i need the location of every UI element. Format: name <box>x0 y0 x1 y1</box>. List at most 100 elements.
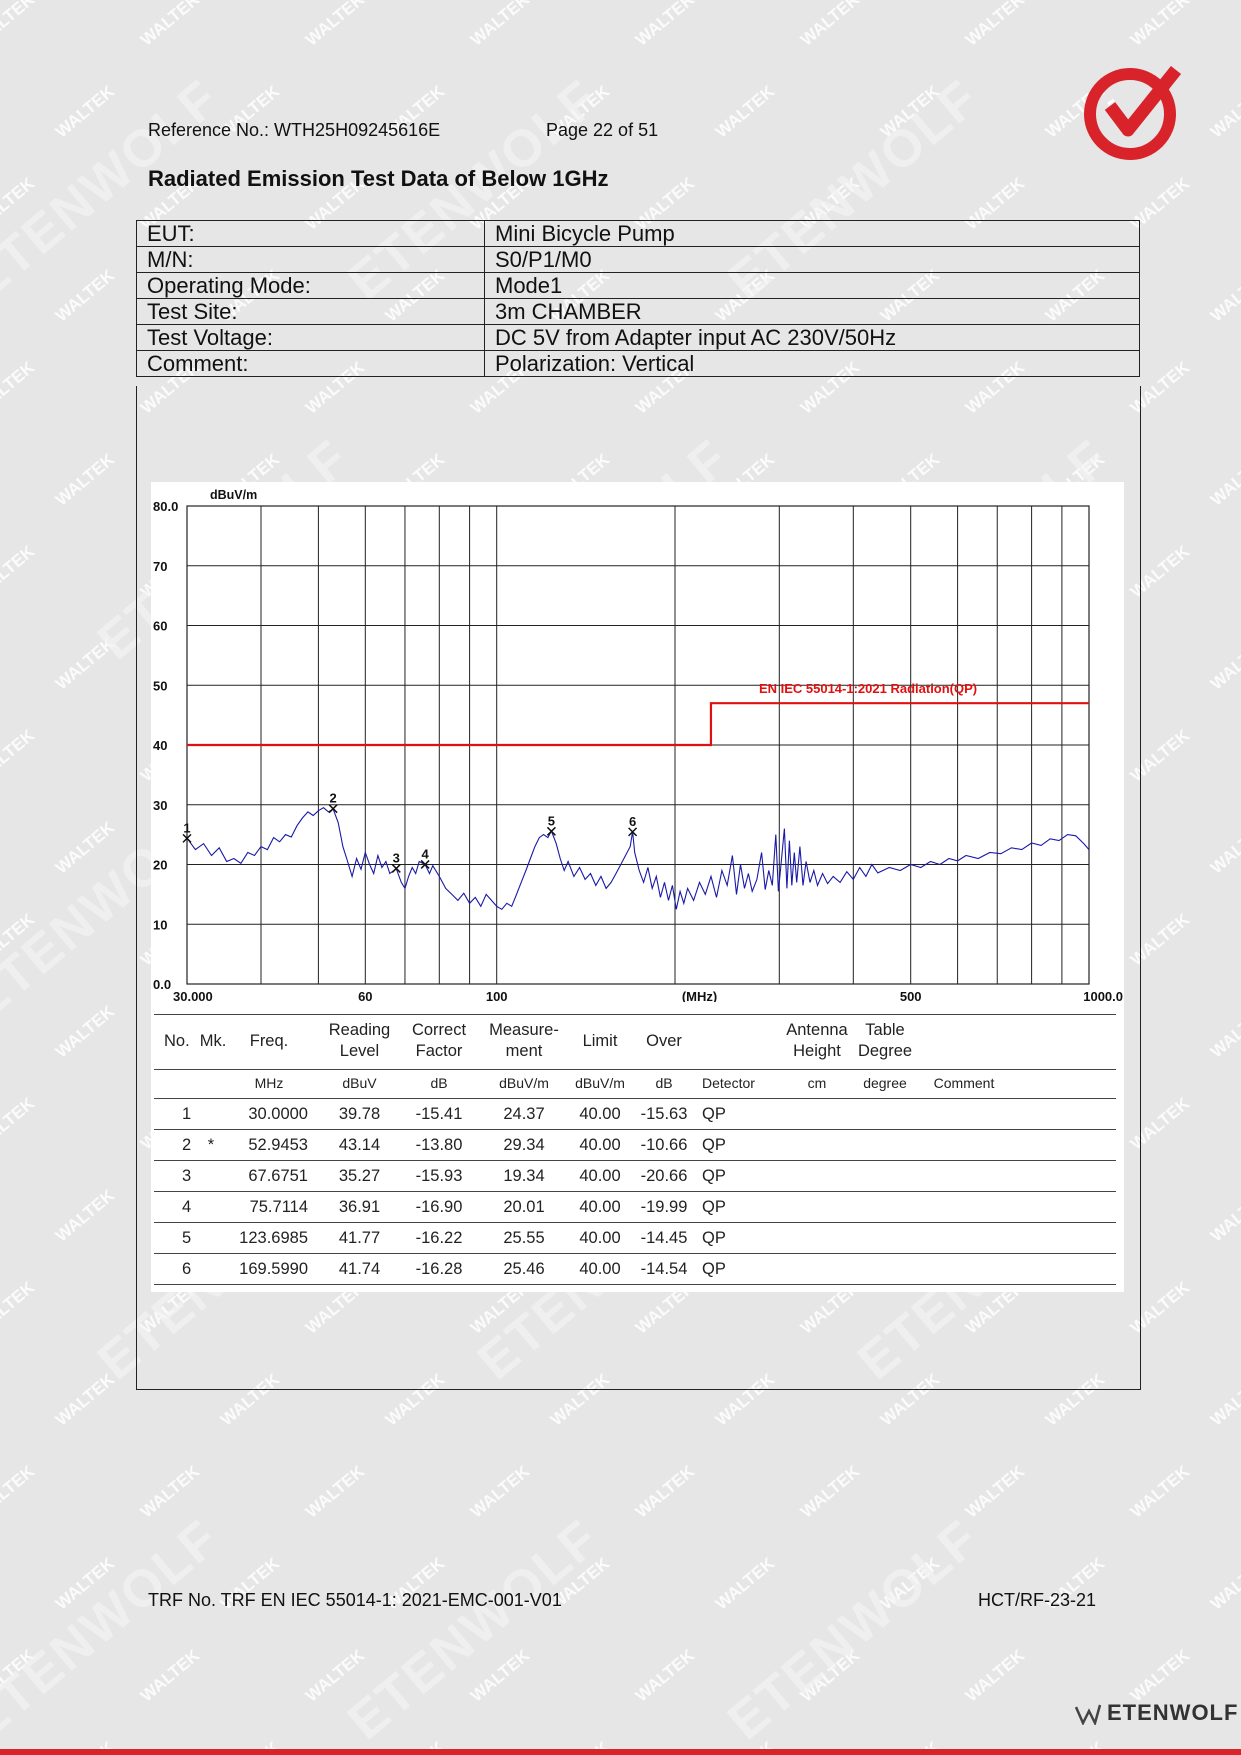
column-unit: dBuV/m <box>499 1075 549 1091</box>
table-row: 3 67.6751 35.27 -15.93 19.34 40.00 -20.66 QP <box>154 1161 1116 1192</box>
column-header-line: ment <box>505 1042 543 1060</box>
column-header-line: Measure- <box>489 1021 559 1039</box>
watermark-text: WALTEK <box>1206 1553 1241 1614</box>
column-header-line: Mk. <box>199 1032 227 1050</box>
watermark-text: WALTEK <box>0 1461 39 1522</box>
table-cell: 6 <box>182 1260 192 1278</box>
table-cell: 3 <box>182 1167 192 1185</box>
watermark-text: WALTEK <box>0 1645 39 1706</box>
info-value: Mode1 <box>484 272 1140 299</box>
watermark-text: WALTEK <box>631 1645 699 1706</box>
watermark-text: WALTEK <box>961 1461 1029 1522</box>
table-header: No. Mk. Freq. Reading Level Correct Factor Meas… <box>154 1014 1116 1070</box>
watermark-text: WALTEK <box>51 1553 119 1614</box>
column-header: Mk. <box>199 1031 227 1052</box>
watermark-logo-text: ETENWOLF <box>337 1508 611 1752</box>
watermark-text: WALTEK <box>1206 633 1241 694</box>
table-cell: 29.34 <box>503 1136 545 1154</box>
info-row: Test Voltage: DC 5V from Adapter input AC… <box>136 324 1140 351</box>
column-header-line: Height <box>793 1042 841 1060</box>
y-unit-label: dBuV/m <box>210 488 257 502</box>
table-cell: 40.00 <box>579 1105 621 1123</box>
x-tick-label: 60 <box>358 989 372 1002</box>
column-header-line: Freq. <box>249 1032 289 1050</box>
marker-3 <box>391 863 401 873</box>
info-value: DC 5V from Adapter input AC 230V/50Hz <box>484 324 1140 351</box>
watermark-text: WALTEK <box>51 1369 119 1430</box>
watermark-text: WALTEK <box>0 909 39 970</box>
column-unit: dB <box>430 1075 448 1091</box>
page-title: Radiated Emission Test Data of Below 1GH… <box>148 166 609 191</box>
watermark-text: WALTEK <box>1126 1645 1194 1706</box>
table-cell: 40.00 <box>579 1198 621 1216</box>
info-value: S0/P1/M0 <box>484 246 1140 273</box>
table-cell: 43.14 <box>338 1136 381 1154</box>
watermark-text: WALTEK <box>466 0 534 50</box>
column-unit: Comment <box>933 1075 995 1091</box>
column-unit: dBuV/m <box>575 1075 625 1091</box>
info-value: Mini Bicycle Pump <box>484 220 1140 247</box>
watermark-text: WALTEK <box>0 357 39 418</box>
y-tick-label: 60 <box>153 619 167 634</box>
watermark-text: WALTEK <box>0 725 39 786</box>
trf-number: TRF No. TRF EN IEC 55014-1: 2021-EMC-001… <box>148 1590 562 1610</box>
info-value: 3m CHAMBER <box>484 298 1140 325</box>
table-cell: 2 <box>182 1136 192 1154</box>
table-cell: 40.00 <box>579 1136 621 1154</box>
info-row: EUT: Mini Bicycle Pump <box>136 220 1140 247</box>
column-unit: dBuV <box>342 1075 377 1091</box>
info-value: Polarization: Vertical <box>484 350 1140 377</box>
watermark-text: WALTEK <box>796 1461 864 1522</box>
table-cell: -20.66 <box>640 1167 688 1185</box>
column-unit: Detector <box>702 1075 755 1091</box>
info-label: M/N: <box>136 246 485 273</box>
watermark-text: WALTEK <box>0 0 39 50</box>
watermark-text: WALTEK <box>301 1461 369 1522</box>
x-tick-label: 100 <box>486 989 508 1002</box>
table-units-row: MHz dBuV dB dBuV/m dBuV/m dB Detector cm degree C… <box>154 1070 1116 1099</box>
table-cell: QP <box>702 1198 726 1216</box>
watermark-text: WALTEK <box>301 1645 369 1706</box>
company-logo-icon <box>1084 65 1182 160</box>
column-unit: dB <box>655 1075 673 1091</box>
table-cell: QP <box>702 1229 726 1247</box>
marker-6 <box>628 827 638 837</box>
table-cell: QP <box>702 1167 726 1185</box>
table-cell: 4 <box>182 1198 192 1216</box>
watermark-text: WALTEK <box>1206 449 1241 510</box>
column-header: Antenna Height <box>782 1020 852 1062</box>
watermark-text: WALTEK <box>466 1461 534 1522</box>
watermark-text: WALTEK <box>136 1461 204 1522</box>
watermark-text: WALTEK <box>301 0 369 50</box>
column-header: Table Degree <box>854 1020 916 1062</box>
chart-container: 80.0 70 60 50 40 30 20 10 0.0 30.000 60 100 (MHz) 500… <box>151 482 1124 1292</box>
table-cell: 19.34 <box>503 1167 545 1185</box>
table-cell: -10.66 <box>640 1136 688 1154</box>
watermark-text: WALTEK <box>51 1185 119 1246</box>
table-cell: -16.22 <box>415 1229 463 1247</box>
table-cell: 25.46 <box>503 1260 545 1278</box>
watermark-text: WALTEK <box>961 1645 1029 1706</box>
table-row: 5 123.6985 41.77 -16.22 25.55 40.00 -14.45 QP <box>154 1223 1116 1254</box>
table-cell: 67.6751 <box>248 1167 308 1185</box>
column-unit: MHz <box>254 1075 284 1091</box>
watermark-text: WALTEK <box>51 265 119 326</box>
watermark-text: WALTEK <box>1206 1185 1241 1246</box>
watermark-text: WALTEK <box>631 1461 699 1522</box>
column-header-line: Correct <box>411 1021 467 1039</box>
table-cell: 1 <box>182 1105 192 1123</box>
marker-label: 3 <box>393 850 400 865</box>
table-cell: 52.9453 <box>248 1136 308 1154</box>
table-cell: -15.93 <box>415 1167 463 1185</box>
table-cell: -15.41 <box>415 1105 463 1123</box>
column-header-line: Level <box>339 1042 380 1060</box>
brand-name: ETENWOLF <box>1107 1700 1239 1725</box>
table-cell: 24.37 <box>503 1105 545 1123</box>
x-tick-label: (MHz) <box>682 989 717 1002</box>
table-row: 6 169.5990 41.74 -16.28 25.46 40.00 -14.54 QP <box>154 1254 1116 1285</box>
watermark-logo-text: ETENWOLF <box>717 1508 991 1752</box>
watermark-text: WALTEK <box>961 0 1029 50</box>
column-header-line: Over <box>646 1032 682 1050</box>
table-cell: 35.27 <box>338 1167 381 1185</box>
x-tick-label: 500 <box>900 989 922 1002</box>
